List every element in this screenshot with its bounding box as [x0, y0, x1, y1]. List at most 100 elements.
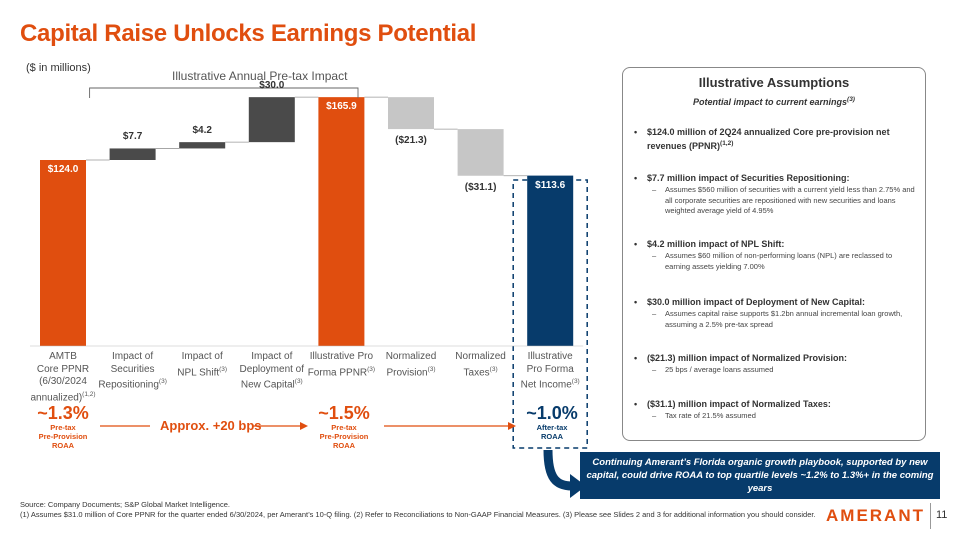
subbullet-dash: – [652, 185, 657, 194]
category-label-line: New Capital(3) [240, 378, 303, 391]
roaa-proforma-value: ~1.5% [318, 403, 370, 423]
bullet-sup: (1,2) [720, 140, 734, 147]
roaa-label-line: After-tax [536, 423, 568, 432]
subbullet-dash: – [652, 251, 657, 260]
category-label-line: Net Income(3) [520, 378, 580, 391]
impact-bracket [89, 87, 359, 98]
category-label-line: NPL Shift(3) [177, 365, 228, 378]
assumption-subbullet: – Assumes capital raise supports $1.2bn a… [652, 309, 918, 330]
category-label-0: AMTB Core PPNR (6/30/2024 annualized)(1,2) [21, 351, 105, 404]
assumption-subbullet: – Tax rate of 21.5% assumed [652, 411, 918, 422]
roaa-label-line: Pre-tax [331, 423, 357, 432]
category-label-line: Illustrative [527, 351, 573, 362]
roaa-current-label: Pre-tax Pre-Provision ROAA [28, 423, 98, 450]
bullet-text: ($31.1) million impact of Normalized Tax… [647, 399, 831, 409]
category-label-1: Impact of Securities Repositioning(3) [91, 351, 175, 392]
value-label-0: $124.0 [47, 164, 79, 175]
subbullet-text: Tax rate of 21.5% assumed [665, 411, 756, 420]
assumption-bullet-2: • $4.2 million impact of NPL Shift: [634, 238, 920, 250]
category-label-4: Illustrative Pro Forma PPNR(3) [299, 351, 383, 379]
subbullet-text: Assumes $560 million of securities with … [665, 185, 915, 215]
category-label-line: Impact of [181, 351, 223, 362]
category-footnote-sup: (3) [294, 378, 303, 385]
category-footnote-sup: (1,2) [82, 390, 96, 398]
bar-7 [527, 175, 574, 346]
category-label-5: Normalized Provision(3) [369, 351, 453, 379]
bullet-text: $30.0 million impact of Deployment of Ne… [647, 297, 866, 307]
category-label-line: Illustrative Pro [309, 351, 374, 362]
bar-0 [40, 160, 86, 346]
assumption-bullet-0: • $124.0 million of 2Q24 annualized Core … [634, 126, 920, 152]
assumption-bullet-3: • $30.0 million impact of Deployment of N… [634, 296, 920, 308]
category-label-3: Impact of Deployment of New Capital(3) [230, 351, 314, 392]
roaa-label-line: ROAA [540, 432, 564, 441]
callout-arrow [543, 449, 573, 491]
footnote-line: (1) Assumes $31.0 million of Core PPNR f… [20, 510, 816, 519]
roaa-label-line: ROAA [51, 441, 75, 450]
bar-2 [179, 142, 226, 149]
value-label-2: $4.2 [192, 125, 212, 137]
category-label-line: Deployment of [239, 363, 305, 375]
category-label-line: Core PPNR [36, 363, 90, 375]
assumption-subbullet: –25 bps / average loans assumed [652, 365, 918, 376]
category-label-6: Normalized Taxes(3) [439, 351, 523, 379]
category-label-line: Impact of [112, 351, 154, 362]
category-label-line: (6/30/2024 [39, 376, 87, 387]
assumption-subbullet: – Assumes $60 million of non-performing l… [652, 251, 918, 272]
bullet-dot: • [634, 127, 638, 137]
category-label-7: Illustrative Pro Forma Net Income(3) [508, 351, 592, 392]
category-footnote-sup: (3) [427, 365, 436, 373]
roaa-label-line: Pre-Provision [38, 432, 88, 441]
category-label-line: Pro Forma [526, 363, 574, 375]
units-note: ($ in millions) [26, 62, 91, 74]
category-footnote-sup: (3) [158, 378, 167, 385]
bar-5 [388, 97, 434, 130]
category-label-line: Normalized [455, 351, 506, 362]
category-label-line: Normalized [385, 351, 437, 362]
growth-callout: Continuing Amerant’s Florida organic gro… [580, 452, 940, 499]
bullet-dot: • [634, 239, 638, 249]
category-footnote-sup: (3) [219, 365, 228, 373]
bullet-text: $124.0 million of 2Q24 annualized Core p… [647, 127, 890, 151]
assumption-bullet-4: • ($21.3) million impact of Normalized Pr… [634, 352, 920, 364]
bullet-text: $7.7 million impact of Securities Reposi… [647, 173, 850, 183]
assumptions-subtitle-text: Potential impact to current earnings [693, 97, 848, 107]
bullet-text: $4.2 million impact of NPL Shift: [647, 239, 785, 249]
value-label-6: ($31.1) [464, 181, 497, 193]
bar-3 [248, 97, 295, 143]
bullet-dot: • [634, 353, 638, 363]
assumption-subbullet: – Assumes $560 million of securities with… [652, 185, 918, 217]
roaa-arrowhead-3 [508, 422, 516, 430]
category-label-line: Provision(3) [386, 365, 436, 378]
assumption-bullet-5: • ($31.1) million impact of Normalized Ta… [634, 398, 920, 410]
bar-4 [318, 97, 365, 347]
roaa-arrowhead-2 [300, 422, 308, 430]
assumptions-subtitle-sup: (3) [847, 96, 855, 103]
amerant-logo: AMERANT [826, 506, 925, 525]
bullet-dot: • [634, 173, 638, 183]
category-label-line: annualized)(1,2) [30, 390, 96, 403]
bullet-dot: • [634, 399, 638, 409]
category-label-line: AMTB [49, 351, 77, 362]
page-number: 11 [936, 509, 948, 521]
category-label-line: Repositioning(3) [98, 378, 167, 391]
category-footnote-sup: (3) [489, 365, 498, 373]
value-label-3: $30.0 [259, 80, 285, 92]
subbullet-dash: – [652, 309, 657, 318]
value-label-1: $7.7 [122, 131, 143, 143]
source-line: Source: Company Documents; S&P Global Ma… [20, 500, 230, 509]
logo-divider [930, 503, 931, 529]
value-label-5: ($21.3) [395, 135, 427, 147]
approx-bps-text: Approx. +20 bps [160, 418, 262, 433]
roaa-current-value: ~1.3% [37, 403, 89, 423]
category-footnote-sup: (3) [367, 365, 376, 373]
page-title: Capital Raise Unlocks Earnings Potential [20, 20, 477, 47]
roaa-net-label: After-tax ROAA [518, 423, 586, 441]
roaa-current: ~1.3% Pre-tax Pre-Provision ROAA [28, 403, 98, 450]
assumptions-subtitle: Potential impact to current earnings(3) [622, 96, 926, 107]
value-label-4: $165.9 [326, 101, 357, 113]
bar-1 [109, 148, 156, 160]
roaa-proforma-label: Pre-tax Pre-Provision ROAA [306, 423, 382, 450]
roaa-net-value: ~1.0% [526, 403, 578, 423]
